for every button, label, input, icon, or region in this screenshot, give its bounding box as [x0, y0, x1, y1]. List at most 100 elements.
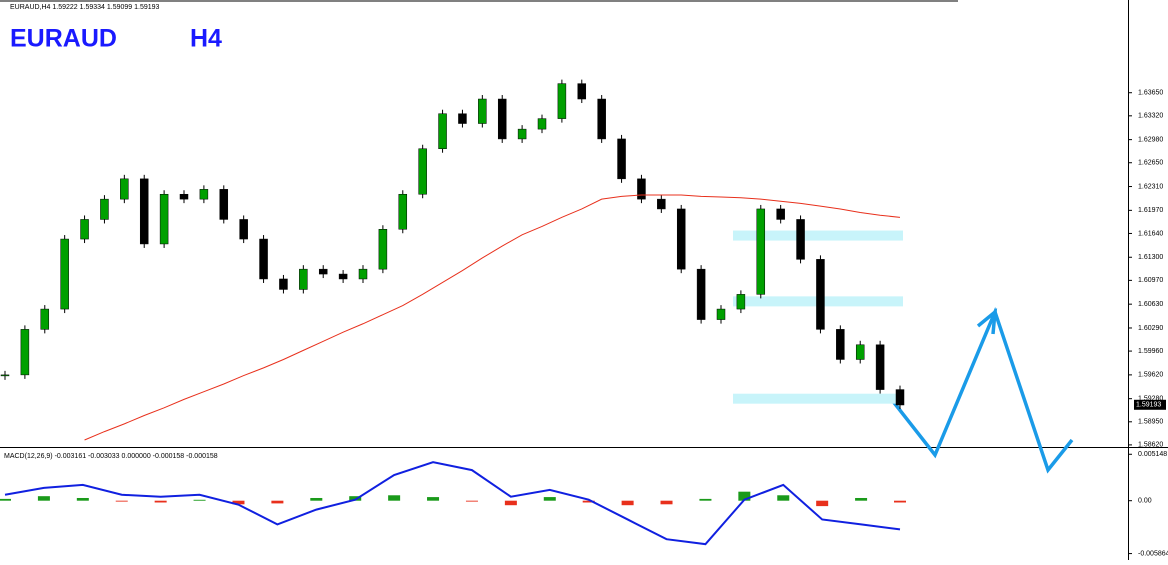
macd-bar: [0, 498, 11, 501]
macd-bar: [777, 495, 790, 501]
macd-bar: [504, 500, 517, 506]
candle: [478, 98, 487, 124]
candle: [60, 238, 69, 310]
macd-label: MACD(12,26,9) -0.003161 -0.003033 0.0000…: [4, 453, 218, 460]
macd-bar: [310, 497, 323, 501]
y-tick-label: 1.59280: [1138, 396, 1163, 403]
candle: [80, 219, 89, 240]
macd-line: [4, 461, 901, 546]
y-tick-label: 1.61300: [1138, 254, 1163, 261]
candle: [199, 189, 209, 200]
macd-bar: [388, 495, 401, 501]
y-tick-label: 1.61970: [1138, 207, 1163, 214]
macd-bar: [621, 500, 634, 506]
candle: [577, 83, 587, 100]
zone: [733, 393, 903, 404]
macd-bar: [232, 500, 245, 505]
macd-tick-label: 0.005148: [1138, 451, 1167, 458]
candle: [597, 98, 606, 140]
y-tick-label: 1.62650: [1138, 160, 1163, 167]
macd-tick-label: -0.005864: [1138, 550, 1168, 557]
macd-bar: [193, 499, 206, 501]
candle: [796, 219, 805, 260]
macd-bar: [855, 497, 868, 501]
candle: [179, 193, 189, 200]
macd-bar: [543, 497, 556, 501]
macd-bar: [816, 500, 829, 507]
y-tick-label: 1.59620: [1138, 372, 1163, 379]
y-tick-label: 1.62980: [1138, 136, 1163, 143]
candle: [40, 308, 50, 330]
macd-tick-label: 0.00: [1138, 498, 1152, 505]
y-tick-label: 1.63650: [1138, 90, 1163, 97]
last-price-box: [1134, 399, 1166, 410]
candle: [855, 344, 865, 360]
candle: [358, 268, 368, 280]
macd-bar: [465, 500, 478, 502]
candle: [676, 208, 686, 270]
candle: [139, 178, 149, 245]
y-tick-label: 1.58620: [1138, 442, 1163, 449]
candle: [537, 118, 547, 130]
candle: [438, 113, 447, 149]
candle: [159, 193, 169, 245]
candle: [378, 229, 388, 270]
macd-bar: [37, 496, 50, 501]
candle: [557, 83, 567, 119]
macd-bar: [427, 497, 440, 501]
candle: [637, 178, 646, 200]
candle: [259, 238, 268, 280]
macd-bar: [738, 491, 751, 501]
candle: [497, 98, 507, 140]
candle: [418, 148, 427, 195]
candle: [239, 219, 248, 240]
header-text: EURAUD,H4 1.59222 1.59334 1.59099 1.5919…: [10, 4, 160, 11]
candle: [836, 329, 845, 360]
candle: [338, 273, 348, 280]
timeframe: H4: [190, 25, 222, 53]
y-tick-label: 1.60290: [1138, 325, 1163, 332]
candle: [617, 138, 626, 180]
candle: [657, 198, 666, 210]
y-tick-label: 1.58950: [1138, 419, 1163, 426]
macd-bar: [582, 500, 595, 503]
candle: [776, 208, 785, 220]
y-tick-label: 1.60970: [1138, 277, 1163, 284]
candle: [875, 344, 885, 390]
y-tick-label: 1.59960: [1138, 348, 1163, 355]
candle: [100, 198, 109, 220]
macd-bar: [76, 497, 89, 501]
macd-bar: [271, 500, 284, 504]
candle: [120, 178, 129, 200]
macd-bar: [154, 500, 167, 503]
macd-bar: [349, 496, 362, 501]
candle: [299, 268, 308, 290]
candle: [458, 113, 467, 124]
candle: [716, 308, 726, 320]
candle: [696, 268, 706, 320]
y-tick-label: 1.63320: [1138, 113, 1163, 120]
candle: [0, 374, 10, 377]
macd-bar: [660, 500, 673, 505]
last-price: 1.59193: [1136, 402, 1161, 409]
candle: [398, 193, 408, 230]
candle: [517, 128, 527, 140]
candle: [756, 208, 766, 295]
y-tick-label: 1.62310: [1138, 183, 1163, 190]
zone: [733, 230, 903, 241]
chart-title: EURAUD: [10, 25, 117, 53]
candle: [816, 259, 825, 330]
arrow-head: [976, 307, 998, 335]
candle: [736, 294, 746, 310]
macd-bar: [699, 498, 712, 501]
macd-bar: [115, 500, 128, 502]
candle: [20, 329, 30, 376]
y-tick-label: 1.61640: [1138, 230, 1163, 237]
candle: [895, 389, 905, 406]
moving-average: [84, 194, 901, 441]
candle: [318, 268, 328, 275]
candle: [219, 189, 229, 220]
candle: [279, 278, 288, 290]
